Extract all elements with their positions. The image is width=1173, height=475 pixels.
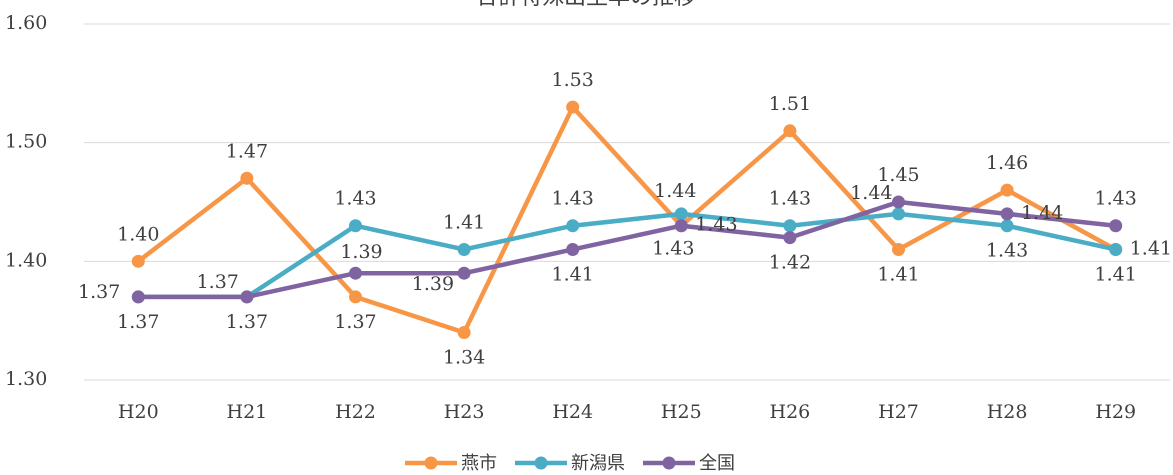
legend-label: 新潟県 [571,453,625,474]
data-label: 1.46 [986,152,1028,174]
x-tick-label: H26 [770,401,811,423]
data-label: 1.37 [197,271,239,293]
point [131,290,145,304]
data-label: 1.44 [654,180,696,202]
x-tick-label: H23 [444,401,485,423]
point [349,266,362,280]
point [566,242,580,256]
point [457,266,471,280]
data-label: 1.43 [1095,188,1137,210]
chart-title: 合計特殊出生率の推移 [476,0,696,10]
x-tick-label: H20 [118,401,159,423]
point [674,207,688,221]
data-label: 1.43 [769,188,811,210]
data-label: 1.37 [78,281,120,303]
data-label: 1.37 [226,311,268,333]
data-label: 1.51 [769,93,811,115]
x-tick-label: H22 [335,401,376,423]
x-tick-label: H24 [552,401,593,423]
point [131,254,145,268]
y-tick-label: 1.40 [5,249,47,271]
data-label: 1.41 [443,211,485,233]
y-tick-label: 1.60 [5,12,47,34]
data-label: 1.39 [340,241,382,263]
data-label: 1.41 [1130,237,1172,259]
point [349,219,362,233]
point [1000,219,1014,233]
legend-marker [534,456,548,470]
point [349,290,362,304]
y-tick-label: 1.30 [5,368,47,390]
legend: 燕市 新潟県 全国 [405,453,735,474]
data-label: 1.43 [695,214,737,236]
point [240,171,254,185]
legend-marker [424,456,438,470]
x-tick-label: H28 [987,401,1028,423]
point [566,100,580,114]
x-tick-label: H25 [661,401,702,423]
point [566,219,580,233]
x-tick-label: H27 [878,401,919,423]
data-label: 1.44 [1021,202,1063,224]
legend-label: 燕市 [461,453,497,474]
point [457,326,471,340]
legend-marker [662,456,676,470]
data-label: 1.44 [850,182,892,204]
point [240,290,254,304]
legend-label: 全国 [699,453,735,474]
data-label: 1.43 [552,188,594,210]
data-label: 1.43 [986,240,1028,262]
point [457,242,471,256]
series-line [138,199,1116,300]
data-label: 1.43 [652,238,694,260]
data-label: 1.41 [552,263,594,285]
data-label: 1.37 [117,311,159,333]
point [783,219,797,233]
point [1109,219,1123,233]
point [783,231,797,245]
x-tick-label: H29 [1095,401,1136,423]
point [783,124,797,138]
data-label: 1.37 [334,311,376,333]
point [892,195,905,209]
data-label: 1.39 [412,273,454,295]
data-label: 1.41 [1095,263,1137,285]
point [1000,183,1014,197]
x-tick-label: H21 [227,401,268,423]
data-label: 1.47 [226,140,268,162]
point [892,207,905,221]
point [892,242,905,256]
point [1109,242,1123,256]
data-label: 1.43 [334,188,376,210]
data-label: 1.41 [877,263,919,285]
data-label: 1.45 [877,164,919,186]
data-label: 1.42 [769,252,811,274]
data-label: 1.40 [117,223,159,245]
point [674,219,688,233]
data-label: 1.34 [443,347,485,369]
y-tick-label: 1.50 [5,131,47,153]
series-line [138,211,1117,300]
point [1000,207,1014,221]
data-label: 1.53 [552,69,594,91]
